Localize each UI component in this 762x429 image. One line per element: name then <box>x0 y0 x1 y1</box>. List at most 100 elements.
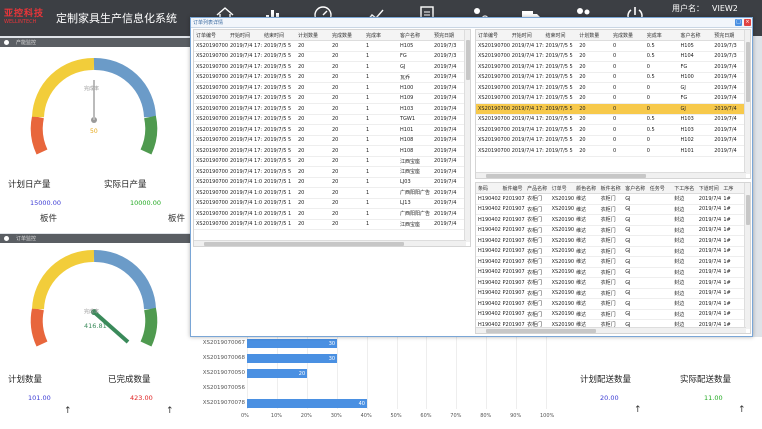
table-row[interactable]: XS20190700872019/7/4 1:00:502019/7/5 120… <box>194 198 466 209</box>
table-cell: H100 <box>678 72 713 83</box>
table-cell: P201907 <box>500 288 526 299</box>
column-header[interactable]: 开始时间 <box>228 30 262 41</box>
table-row[interactable]: XS20190700792019/7/4 17:17:542019/7/5 52… <box>194 156 466 167</box>
column-header[interactable]: 开始时间 <box>509 30 544 41</box>
table-row[interactable]: H1904020X00AP201907衣柜门XS20190维达衣柜门GJ封边20… <box>476 235 746 247</box>
column-header[interactable]: 订单编号 <box>476 30 510 41</box>
scrollbar-vertical[interactable] <box>464 30 470 242</box>
table-row[interactable]: XS20190700852019/7/4 1:00:482019/7/5 120… <box>194 177 466 188</box>
table-row[interactable]: H1904020X00AP201907衣柜门XS20190维达衣柜门GJ封边20… <box>476 246 746 257</box>
column-header[interactable]: 计划数量 <box>296 30 330 41</box>
grid-line <box>516 337 518 409</box>
column-header[interactable]: 板件编号 <box>500 183 526 194</box>
table-row[interactable]: XS20190700492019/7/4 17:17:522019/7/5 52… <box>476 124 746 136</box>
arrow-up-icon[interactable]: ↑ <box>166 406 174 416</box>
table-row[interactable]: XS20190700772019/7/4 17:17:532019/7/5 52… <box>194 145 466 157</box>
table-row[interactable]: XS20190700692019/7/4 17:17:492019/7/5 52… <box>476 82 746 94</box>
table-row[interactable]: XS20190700512019/7/4 17:17:542019/7/5 52… <box>476 145 746 157</box>
column-header[interactable]: 完成数量 <box>611 30 645 41</box>
grid-line <box>456 337 458 409</box>
scrollbar-horizontal[interactable] <box>476 172 746 178</box>
bar[interactable] <box>247 339 337 348</box>
table-row[interactable]: XS20190700882019/7/4 1:00:512019/7/5 120… <box>194 208 466 220</box>
table-row[interactable]: XS20190700742019/7/4 17:17:472019/7/5 52… <box>476 40 746 52</box>
grid-line <box>426 337 428 409</box>
column-header[interactable]: 预完日期 <box>432 30 466 41</box>
column-header[interactable]: 结束时间 <box>262 30 296 41</box>
column-header[interactable]: 颜色名称 <box>574 183 599 194</box>
table-row[interactable]: XS20190700482019/7/4 17:17:512019/7/5 52… <box>476 114 746 125</box>
table-row[interactable]: H1904020X00AP201907衣柜门XS20190维达衣柜门GJ封边20… <box>476 309 746 320</box>
column-header[interactable]: 结束时间 <box>543 30 578 41</box>
table-row[interactable]: XS20190700752019/7/4 17:17:492019/7/5 52… <box>194 103 466 115</box>
column-header[interactable]: 下工序名 <box>672 183 697 194</box>
table-row[interactable]: XS20190700812019/7/4 17:17:472019/7/5 52… <box>194 51 466 62</box>
table-row[interactable]: H1904020X00AP201907衣柜门XS20190维达衣柜门GJ封边20… <box>476 288 746 299</box>
table-row[interactable]: H1904020X00AP201907衣柜门XS20190维达衣柜门GJ封边20… <box>476 267 746 278</box>
table-row[interactable]: H1904020X00AP201907衣柜门XS20190维达衣柜门GJ封边20… <box>476 319 746 331</box>
table-row[interactable]: XS20190700692019/7/4 17:17:482019/7/5 52… <box>194 82 466 94</box>
arrow-up-icon[interactable]: ↑ <box>738 405 746 415</box>
table-row[interactable]: XS20190700762019/7/4 17:17:512019/7/5 52… <box>194 124 466 136</box>
table-row[interactable]: H1904020X00AP201907衣柜门XS20190维达衣柜门GJ封边20… <box>476 256 746 268</box>
table-row[interactable]: XS20190700502019/7/4 17:17:532019/7/5 52… <box>476 135 746 146</box>
table-row[interactable]: XS20190700372019/7/4 1:00:522019/7/5 120… <box>194 219 466 230</box>
table-cell: 20 <box>330 103 364 115</box>
table-row[interactable]: XS20190700822019/7/4 17:17:472019/7/5 52… <box>476 61 746 73</box>
table-cell: H100 <box>398 82 432 94</box>
column-header[interactable]: 工序 <box>721 183 746 194</box>
restore-icon[interactable]: □ <box>735 19 742 26</box>
table-row[interactable]: XS20190700742019/7/4 17:17:472019/7/5 52… <box>194 40 466 52</box>
column-header[interactable]: 完成数量 <box>330 30 364 41</box>
column-header[interactable]: 订单号 <box>549 183 575 194</box>
table-row[interactable]: H1904020X00AP201907衣柜门XS20190维达衣柜门GJ封边20… <box>476 225 746 236</box>
table-row[interactable]: XS20190700702019/7/4 17:17:492019/7/5 52… <box>194 93 466 104</box>
table-cell: 衣柜门 <box>525 277 550 289</box>
table-row[interactable]: H1904020X00AP201907衣柜门XS20190维达衣柜门GJ封边20… <box>476 277 746 289</box>
table-row[interactable]: H1904020X00AP201907衣柜门XS20190维达衣柜门GJ封边20… <box>476 204 746 215</box>
column-header[interactable]: 订单编号 <box>194 30 228 41</box>
table-cell: XS20190 <box>549 246 575 257</box>
bar[interactable] <box>247 399 367 408</box>
table-cell: FG <box>678 93 713 104</box>
table-row[interactable]: XS20190700832019/7/4 17:17:472019/7/5 52… <box>194 72 466 83</box>
table-row[interactable]: XS20190700472019/7/4 17:17:502019/7/5 52… <box>476 103 746 115</box>
column-header[interactable]: 完成率 <box>364 30 398 41</box>
column-header[interactable]: 任务号 <box>647 183 673 194</box>
column-header[interactable]: 计划数量 <box>577 30 611 41</box>
table-row[interactable]: XS20190700812019/7/4 17:17:472019/7/5 52… <box>476 51 746 62</box>
bar[interactable] <box>247 354 337 363</box>
table-row[interactable]: XS20190700782019/7/4 17:17:522019/7/5 52… <box>194 135 466 146</box>
table-cell: 衣柜门 <box>598 193 624 205</box>
column-header[interactable]: 产品名称 <box>525 183 550 194</box>
table-row[interactable]: H1904020X00AP201907衣柜门XS20190维达衣柜门GJ封边20… <box>476 193 746 205</box>
column-header[interactable]: 板件名称 <box>598 183 624 194</box>
column-header[interactable]: 客户名称 <box>398 30 432 41</box>
column-header[interactable]: 条码 <box>476 183 501 194</box>
arrow-up-icon[interactable]: ↑ <box>634 405 642 415</box>
bar[interactable] <box>247 369 307 378</box>
scrollbar-vertical[interactable] <box>744 183 750 329</box>
column-header[interactable]: 预完日期 <box>712 30 746 41</box>
scrollbar-horizontal[interactable] <box>476 327 746 333</box>
table-cell: 衣柜门 <box>598 309 624 320</box>
table-row[interactable]: XS20190700702019/7/4 17:17:492019/7/5 52… <box>476 93 746 104</box>
close-icon[interactable]: × <box>744 19 751 26</box>
scrollbar-horizontal[interactable] <box>194 240 466 246</box>
table-row[interactable]: XS20190700862019/7/4 1:00:492019/7/5 120… <box>194 187 466 199</box>
table-row[interactable]: H1904020X00AP201907衣柜门XS20190维达衣柜门GJ封边20… <box>476 214 746 226</box>
arrow-up-icon[interactable]: ↑ <box>64 406 72 416</box>
table-row[interactable]: XS20190700832019/7/4 17:17:482019/7/5 52… <box>476 72 746 83</box>
table-row[interactable]: H1904020X00AP201907衣柜门XS20190维达衣柜门GJ封边20… <box>476 298 746 310</box>
column-header[interactable]: 下道时间 <box>696 183 722 194</box>
table-row[interactable]: XS20190700802019/7/4 17:17:552019/7/5 52… <box>194 166 466 178</box>
table-row[interactable]: XS20190700842019/7/4 17:17:502019/7/5 52… <box>194 114 466 125</box>
scrollbar-vertical[interactable] <box>744 30 750 174</box>
column-header[interactable]: 客户名称 <box>678 30 713 41</box>
column-header[interactable]: 客户名称 <box>623 183 648 194</box>
table-cell: 2019/7/4 <box>696 267 722 278</box>
table-cell: 0 <box>611 82 645 94</box>
column-header[interactable]: 完成率 <box>644 30 679 41</box>
table-row[interactable]: XS20190700822019/7/4 17:17:472019/7/5 52… <box>194 61 466 73</box>
bar-value-label: 40 <box>358 400 365 407</box>
